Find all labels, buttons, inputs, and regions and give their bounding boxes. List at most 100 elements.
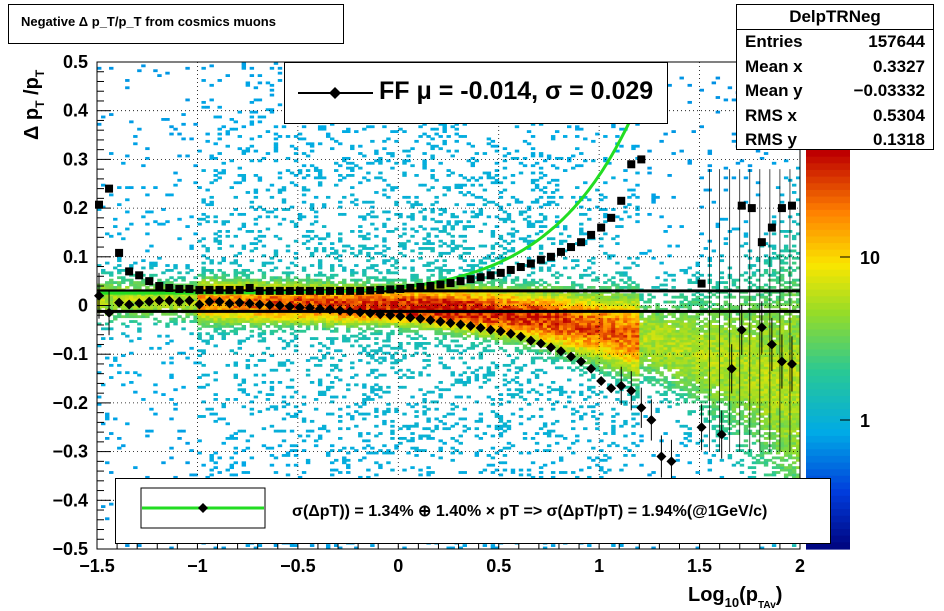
heatmap-cell (466, 312, 471, 316)
heatmap-cell (277, 79, 283, 82)
heatmap-cell (313, 300, 319, 304)
heatmap-cell (213, 451, 218, 455)
heatmap-cell (538, 188, 544, 192)
heatmap-cell (358, 225, 363, 228)
heatmap-cell (478, 315, 484, 319)
heatmap-cell (105, 415, 110, 418)
heatmap-cell (289, 307, 295, 311)
heatmap-cell (430, 312, 435, 316)
heatmap-cell (386, 210, 391, 214)
heatmap-cell (213, 295, 218, 299)
heatmap-cell (350, 376, 355, 379)
heatmap-cell (277, 103, 283, 107)
heatmap-cell (450, 234, 455, 238)
heatmap-cell (478, 208, 484, 211)
heatmap-cell (502, 339, 508, 343)
heatmap-cell (269, 320, 275, 323)
heatmap-cell (169, 373, 174, 377)
heatmap-cell (125, 210, 130, 214)
heatmap-cell (201, 349, 206, 353)
heatmap-cell (406, 322, 411, 326)
heatmap-cell (434, 315, 439, 319)
heatmap-cell (494, 242, 500, 246)
heatmap-cell (542, 174, 548, 177)
heatmap-cell (378, 349, 383, 353)
heatmap-cell (530, 278, 536, 282)
heatmap-cell (390, 322, 395, 326)
heatmap-cell (534, 329, 540, 333)
heatmap-cell (530, 332, 536, 336)
heatmap-cell (502, 315, 508, 319)
heatmap-cell (334, 327, 339, 331)
heatmap-cell (317, 380, 323, 384)
heatmap-cell (153, 412, 158, 416)
heatmap-cell (534, 186, 540, 190)
heatmap-cell (550, 342, 556, 345)
heatmap-cell (205, 383, 210, 387)
heatmap-cell (382, 244, 387, 248)
heatmap-cell (538, 195, 544, 199)
heatmap-cell (129, 307, 134, 311)
heatmap-cell (325, 132, 331, 136)
heatmap-cell (209, 458, 214, 462)
heatmap-cell (550, 273, 556, 277)
heatmap-cell (434, 295, 439, 299)
heatmap-cell (325, 373, 331, 377)
heatmap-cell (462, 371, 467, 375)
heatmap-cell (466, 159, 471, 163)
heatmap-cell (470, 356, 476, 360)
heatmap-cell (526, 320, 532, 323)
heatmap-cell (350, 305, 355, 309)
heatmap-cell (249, 322, 255, 326)
heatmap-cell (121, 332, 126, 336)
heatmap-cell (490, 307, 496, 311)
heatmap-cell (446, 268, 451, 272)
heatmap-cell (249, 312, 255, 316)
heatmap-cell (165, 220, 170, 224)
heatmap-cell (325, 234, 331, 238)
heatmap-cell (317, 181, 323, 185)
heatmap-cell (293, 390, 299, 394)
heatmap-cell (378, 298, 383, 302)
heatmap-cell (354, 164, 359, 168)
heatmap-cell (422, 286, 427, 289)
heatmap-cell (514, 156, 520, 160)
heatmap-cell (406, 402, 411, 406)
heatmap-cell (406, 295, 411, 299)
heatmap-cell (534, 232, 540, 236)
heatmap-cell (386, 300, 391, 304)
heatmap-cell (117, 295, 122, 299)
heatmap-cell (414, 415, 419, 418)
heatmap-cell (325, 385, 331, 389)
heatmap-cell (550, 429, 556, 433)
heatmap-cell (257, 120, 263, 124)
heatmap-cell (550, 317, 556, 321)
heatmap-cell (325, 351, 331, 355)
heatmap-cell (494, 286, 500, 289)
heatmap-cell (269, 463, 275, 467)
heatmap-cell (245, 363, 251, 367)
heatmap-cell (141, 259, 146, 263)
heatmap-cell (554, 286, 560, 289)
heatmap-cell (514, 276, 520, 280)
heatmap-cell (354, 305, 359, 309)
heatmap-cell (518, 212, 524, 216)
heatmap-cell (474, 324, 480, 328)
heatmap-cell (350, 251, 355, 255)
heatmap-cell (249, 200, 255, 204)
heatmap-cell (285, 385, 291, 389)
heatmap-cell (450, 424, 455, 428)
heatmap-cell (458, 174, 463, 177)
heatmap-cell (386, 278, 391, 282)
heatmap-cell (382, 254, 387, 258)
heatmap-cell (362, 176, 367, 180)
heatmap-cell (305, 359, 311, 362)
heatmap-cell (514, 278, 520, 282)
heatmap-cell (526, 380, 532, 384)
heatmap-cell (317, 283, 323, 287)
heatmap-cell (161, 461, 166, 465)
heatmap-cell (342, 300, 347, 304)
heatmap-cell (542, 432, 548, 435)
heatmap-cell (125, 293, 130, 297)
heatmap-cell (414, 139, 419, 143)
